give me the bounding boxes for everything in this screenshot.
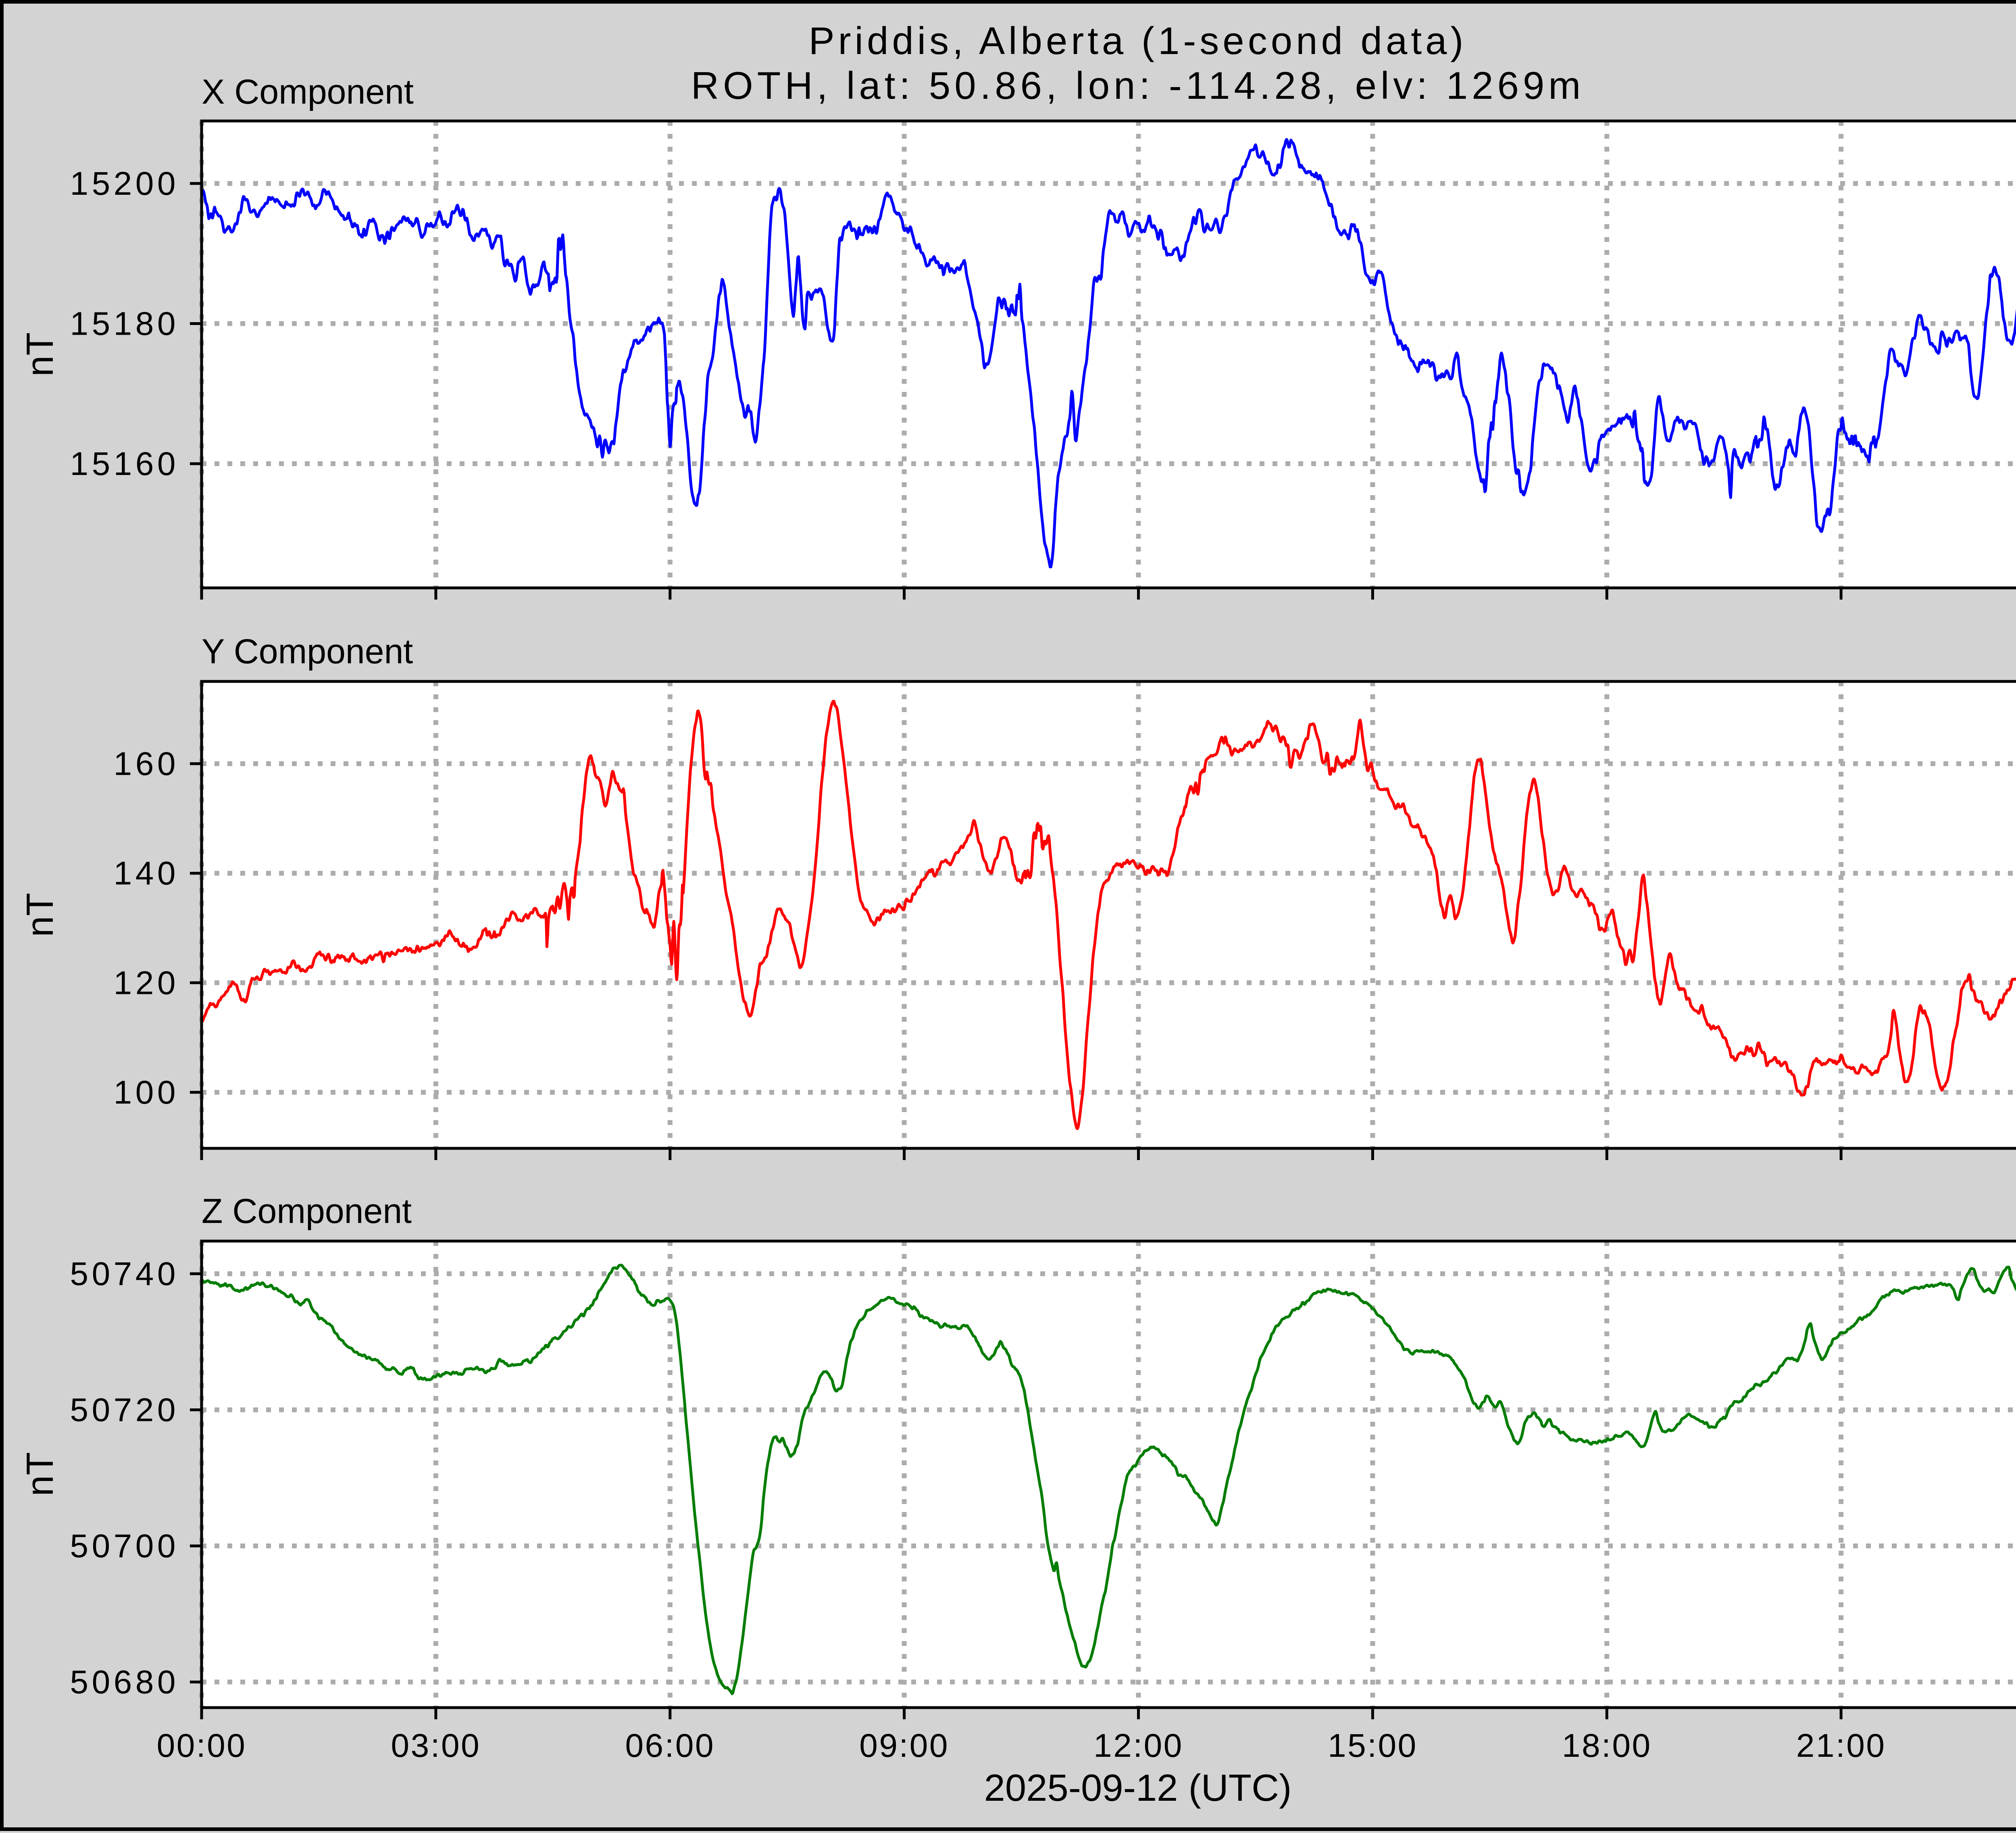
svg-text:15160: 15160 [70,446,179,482]
svg-text:Y Component: Y Component [202,632,413,671]
svg-text:50720: 50720 [70,1392,179,1429]
svg-text:50700: 50700 [70,1528,179,1564]
svg-text:18:00: 18:00 [1562,1727,1652,1764]
svg-text:50680: 50680 [70,1664,179,1701]
svg-text:nT: nT [19,893,61,937]
svg-text:12:00: 12:00 [1093,1727,1183,1764]
svg-text:09:00: 09:00 [859,1727,949,1764]
svg-text:100: 100 [114,1074,179,1111]
svg-text:X Component: X Component [202,73,414,111]
svg-text:120: 120 [114,964,179,1001]
svg-text:160: 160 [114,746,179,782]
svg-text:Priddis, Alberta (1-second dat: Priddis, Alberta (1-second data) [809,19,1467,62]
svg-text:ROTH, lat: 50.86, lon: -114.28: ROTH, lat: 50.86, lon: -114.28, elv: 126… [691,64,1585,107]
svg-text:2025-09-12 (UTC): 2025-09-12 (UTC) [984,1766,1292,1809]
svg-text:00:00: 00:00 [157,1727,247,1764]
svg-text:21:00: 21:00 [1796,1727,1886,1764]
svg-text:nT: nT [19,1452,61,1496]
svg-text:50740: 50740 [70,1256,179,1292]
svg-text:15200: 15200 [70,165,179,202]
svg-text:15180: 15180 [70,306,179,342]
svg-text:15:00: 15:00 [1328,1727,1418,1764]
svg-text:140: 140 [114,855,179,892]
svg-text:Z Component: Z Component [202,1192,412,1231]
svg-text:nT: nT [19,332,61,377]
svg-text:03:00: 03:00 [391,1727,481,1764]
svg-text:06:00: 06:00 [625,1727,715,1764]
